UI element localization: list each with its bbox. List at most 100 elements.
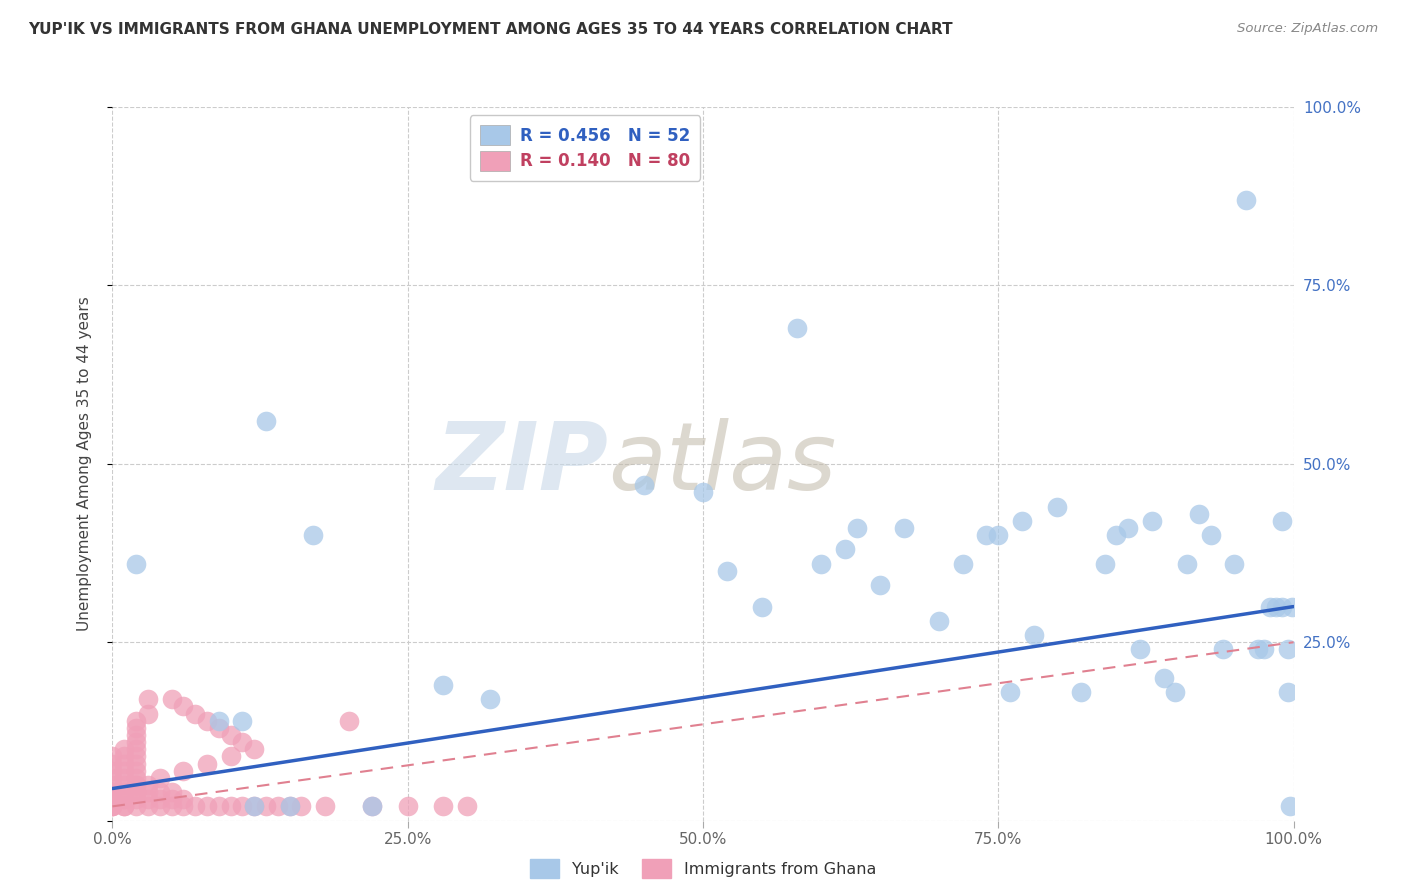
Point xyxy=(1277,685,1299,699)
Point xyxy=(1264,599,1286,614)
Point xyxy=(278,799,301,814)
Point xyxy=(125,721,148,735)
Point xyxy=(160,799,183,814)
Point xyxy=(1247,642,1270,657)
Point xyxy=(195,714,218,728)
Point xyxy=(172,764,194,778)
Point xyxy=(834,542,856,557)
Point xyxy=(1234,193,1257,207)
Text: Source: ZipAtlas.com: Source: ZipAtlas.com xyxy=(1237,22,1378,36)
Point xyxy=(125,557,148,571)
Point xyxy=(278,799,301,814)
Point xyxy=(1011,514,1033,528)
Point xyxy=(125,735,148,749)
Point xyxy=(101,785,124,799)
Point xyxy=(243,799,266,814)
Point xyxy=(160,785,183,799)
Point xyxy=(893,521,915,535)
Point xyxy=(1046,500,1069,514)
Point xyxy=(432,678,454,692)
Point xyxy=(125,792,148,806)
Point xyxy=(1271,514,1294,528)
Point xyxy=(112,756,135,771)
Point xyxy=(231,735,253,749)
Point xyxy=(987,528,1010,542)
Point xyxy=(1277,642,1299,657)
Point xyxy=(125,785,148,799)
Point xyxy=(361,799,384,814)
Point xyxy=(101,799,124,814)
Point xyxy=(208,799,231,814)
Point xyxy=(101,764,124,778)
Point xyxy=(998,685,1021,699)
Point xyxy=(1153,671,1175,685)
Point xyxy=(125,742,148,756)
Point xyxy=(101,799,124,814)
Point xyxy=(112,764,135,778)
Point xyxy=(101,799,124,814)
Point xyxy=(149,771,172,785)
Point xyxy=(456,799,478,814)
Point xyxy=(101,792,124,806)
Point xyxy=(112,778,135,792)
Point xyxy=(172,699,194,714)
Point xyxy=(125,771,148,785)
Point xyxy=(195,756,218,771)
Point xyxy=(208,721,231,735)
Point xyxy=(136,799,159,814)
Point xyxy=(1188,507,1211,521)
Point xyxy=(361,799,384,814)
Point xyxy=(125,756,148,771)
Point xyxy=(1129,642,1152,657)
Point xyxy=(101,778,124,792)
Point xyxy=(786,321,808,335)
Point xyxy=(160,692,183,706)
Point xyxy=(1070,685,1092,699)
Point xyxy=(254,414,277,428)
Y-axis label: Unemployment Among Ages 35 to 44 years: Unemployment Among Ages 35 to 44 years xyxy=(77,296,91,632)
Point xyxy=(125,778,148,792)
Point xyxy=(1281,599,1303,614)
Point xyxy=(101,756,124,771)
Point xyxy=(869,578,891,592)
Point xyxy=(101,792,124,806)
Point xyxy=(1278,799,1301,814)
Point xyxy=(149,799,172,814)
Point xyxy=(125,749,148,764)
Point xyxy=(1094,557,1116,571)
Point xyxy=(302,528,325,542)
Point xyxy=(219,799,242,814)
Point xyxy=(1258,599,1281,614)
Point xyxy=(136,785,159,799)
Point xyxy=(101,749,124,764)
Point xyxy=(243,799,266,814)
Point xyxy=(160,792,183,806)
Point xyxy=(267,799,290,814)
Point xyxy=(1253,642,1275,657)
Point xyxy=(149,785,172,799)
Point xyxy=(751,599,773,614)
Point xyxy=(125,799,148,814)
Point xyxy=(231,714,253,728)
Point xyxy=(112,771,135,785)
Point xyxy=(112,799,135,814)
Point xyxy=(125,785,148,799)
Point xyxy=(243,742,266,756)
Point xyxy=(172,799,194,814)
Point xyxy=(208,714,231,728)
Point xyxy=(1164,685,1187,699)
Point xyxy=(219,728,242,742)
Point xyxy=(101,785,124,799)
Point xyxy=(1116,521,1139,535)
Point xyxy=(845,521,868,535)
Point xyxy=(184,799,207,814)
Text: atlas: atlas xyxy=(609,418,837,509)
Point xyxy=(1175,557,1198,571)
Point xyxy=(692,485,714,500)
Point xyxy=(928,614,950,628)
Point xyxy=(1199,528,1222,542)
Point xyxy=(136,778,159,792)
Point xyxy=(125,764,148,778)
Point xyxy=(716,564,738,578)
Point xyxy=(479,692,502,706)
